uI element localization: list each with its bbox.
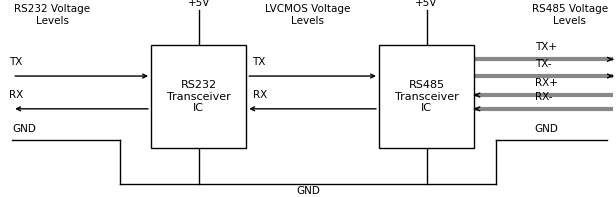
Text: GND: GND — [535, 125, 559, 134]
Text: TX-: TX- — [535, 59, 551, 69]
Text: RS232
Transceiver
IC: RS232 Transceiver IC — [167, 80, 230, 113]
Text: RS485 Voltage
Levels: RS485 Voltage Levels — [532, 4, 608, 26]
Text: RX+: RX+ — [535, 78, 557, 88]
Bar — [151, 45, 246, 148]
Bar — [379, 45, 474, 148]
Text: TX: TX — [253, 57, 266, 67]
Text: TX+: TX+ — [535, 42, 557, 52]
Text: RX: RX — [9, 90, 23, 100]
Text: RS485
Transceiver
IC: RS485 Transceiver IC — [395, 80, 458, 113]
Text: RX-: RX- — [535, 92, 552, 102]
Text: +5V: +5V — [187, 0, 210, 8]
Text: +5V: +5V — [415, 0, 438, 8]
Text: TX: TX — [9, 57, 23, 67]
Text: RX: RX — [253, 90, 267, 100]
Text: GND: GND — [12, 125, 36, 134]
Text: RS232 Voltage
Levels: RS232 Voltage Levels — [14, 4, 91, 26]
Text: LVCMOS Voltage
Levels: LVCMOS Voltage Levels — [265, 4, 351, 26]
Text: GND: GND — [296, 186, 320, 196]
